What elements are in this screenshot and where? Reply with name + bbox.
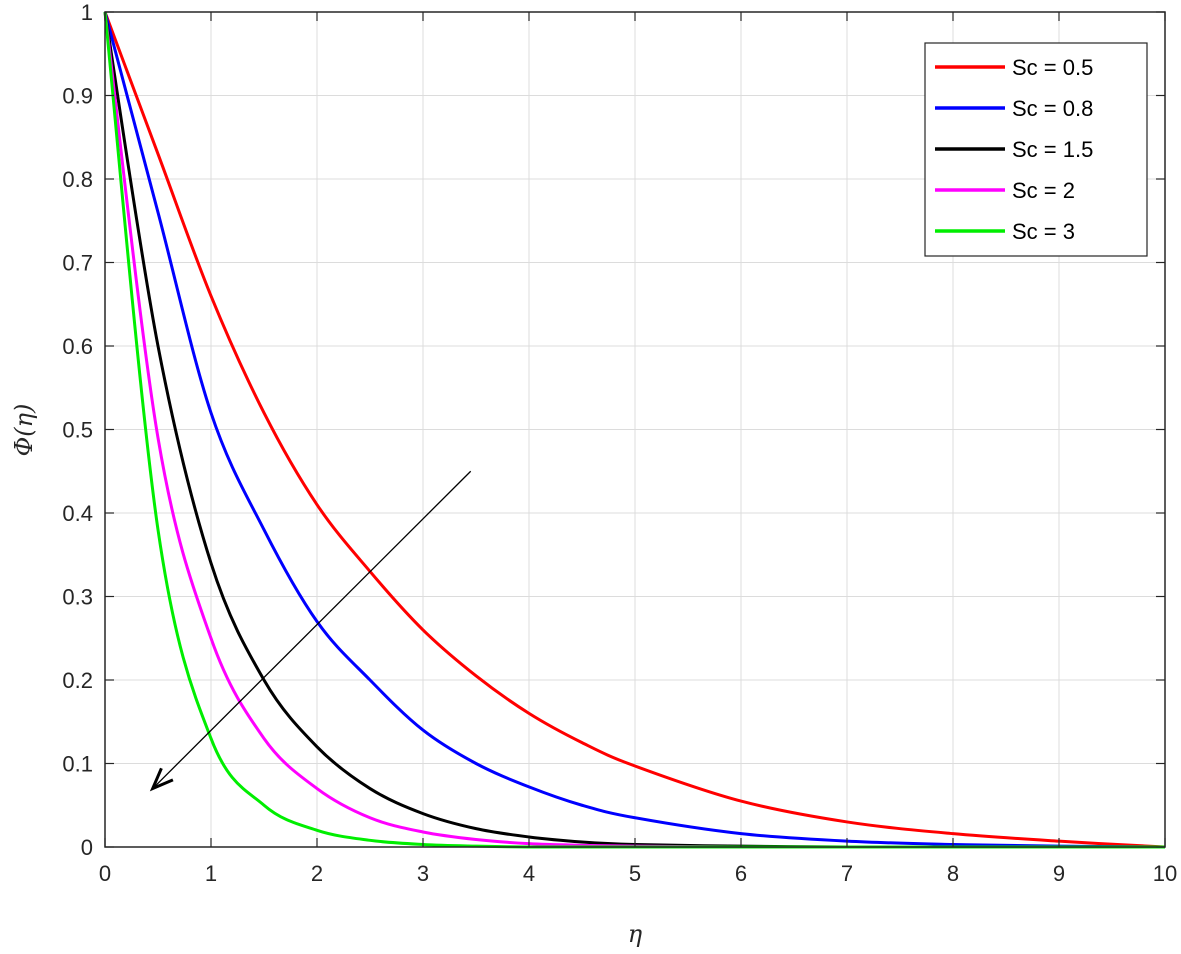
y-tick-label: 0.4 <box>62 501 93 526</box>
y-tick-label: 0.5 <box>62 418 93 443</box>
x-tick-label: 4 <box>523 861 535 886</box>
legend-label-4: Sc = 3 <box>1012 219 1075 244</box>
x-tick-label: 3 <box>417 861 429 886</box>
y-tick-label: 1 <box>81 0 93 25</box>
x-tick-label: 9 <box>1053 861 1065 886</box>
x-tick-label: 10 <box>1153 861 1177 886</box>
x-tick-label: 1 <box>205 861 217 886</box>
x-axis-label: η <box>628 920 643 948</box>
x-tick-label: 8 <box>947 861 959 886</box>
legend-label-3: Sc = 2 <box>1012 178 1075 203</box>
legend-label-1: Sc = 0.8 <box>1012 96 1093 121</box>
y-tick-label: 0.9 <box>62 84 93 109</box>
arrow-shaft <box>152 470 472 790</box>
arrow-head <box>149 767 174 792</box>
x-tick-label: 5 <box>629 861 641 886</box>
series-line-0 <box>103 11 1166 849</box>
y-axis-label: Φ(η) <box>10 404 38 457</box>
y-tick-label: 0.2 <box>62 668 93 693</box>
annotation-arrow <box>149 470 472 792</box>
legend-label-0: Sc = 0.5 <box>1012 55 1093 80</box>
x-tick-label: 7 <box>841 861 853 886</box>
series-line-1 <box>103 11 1166 849</box>
x-tick-label: 6 <box>735 861 747 886</box>
y-tick-label: 0.1 <box>62 752 93 777</box>
x-tick-label: 2 <box>311 861 323 886</box>
y-tick-label: 0.3 <box>62 585 93 610</box>
ticks: 0 1 2 3 4 5 6 7 8 9 10 0 0.1 0.2 0.3 0.4 0.5 0.6 0.7 0.8 0.9… <box>62 0 1177 886</box>
legend: Sc = 0.5 Sc = 0.8 Sc = 1.5 Sc = 2 Sc = 3 <box>924 42 1148 257</box>
x-tick-label: 0 <box>99 861 111 886</box>
y-tick-label: 0.7 <box>62 251 93 276</box>
legend-label-2: Sc = 1.5 <box>1012 137 1093 162</box>
y-tick-label: 0.6 <box>62 334 93 359</box>
y-tick-label: 0 <box>81 835 93 860</box>
y-tick-label: 0.8 <box>62 167 93 192</box>
